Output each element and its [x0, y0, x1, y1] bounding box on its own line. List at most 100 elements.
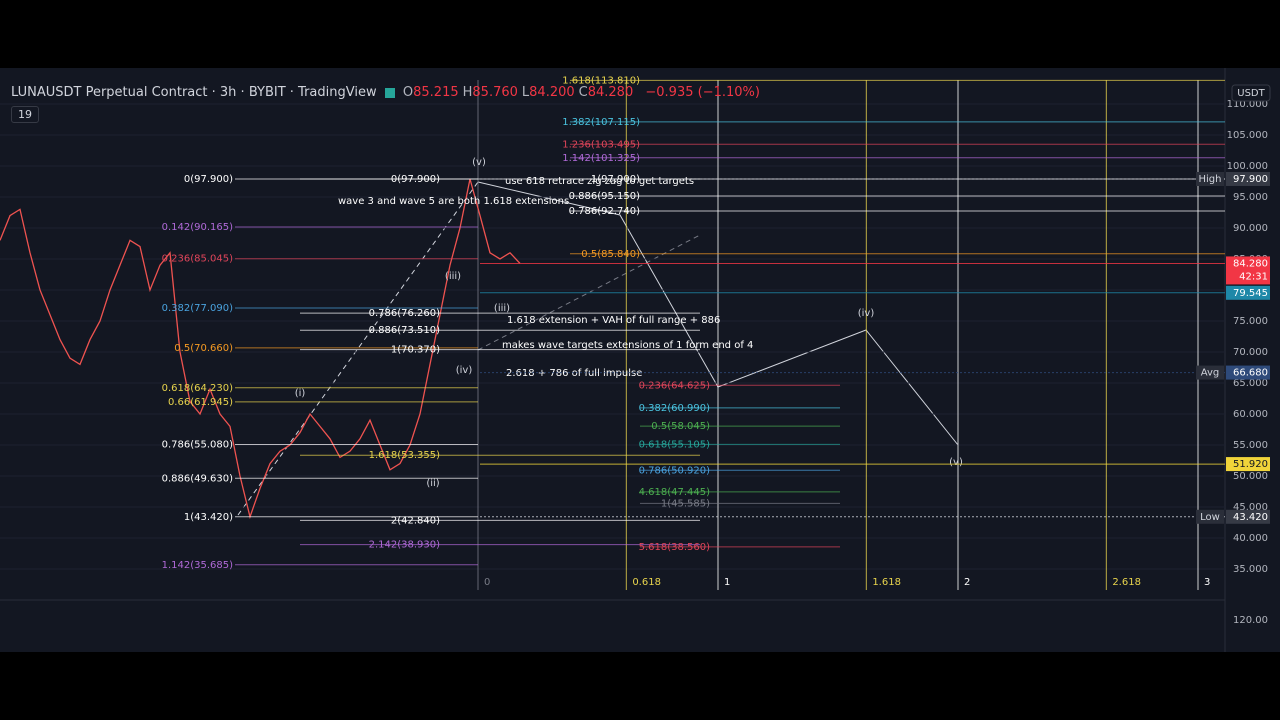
fib-label: 1(45.585): [661, 498, 710, 509]
symbol: LUNAUSDT Perpetual Contract · 3h · BYBIT…: [11, 85, 377, 100]
fib-label: 0.142(90.165): [162, 222, 234, 233]
annotation: wave 3 and wave 5 are both 1.618 extensi…: [338, 196, 569, 207]
y-tick-label: 60.000: [1233, 409, 1268, 420]
badge-bg: [1226, 365, 1270, 380]
time-fib-label: 0: [484, 577, 490, 588]
currency-button: [1231, 84, 1271, 102]
badge-bg: [1226, 285, 1270, 300]
currency: USDT: [1237, 88, 1265, 99]
annotation: 2.618 + 786 of full impulse: [506, 368, 642, 379]
fib-label: 1(70.370): [391, 345, 440, 356]
fib-label: 1.142(35.685): [162, 560, 234, 571]
annotation: 1.618 extension + VAH of full range + 88…: [507, 315, 720, 326]
ohlc-key: O: [402, 85, 414, 100]
trend-line: [237, 181, 479, 516]
annotation: makes wave targets extensions of 1 form …: [502, 340, 753, 351]
wave-label: (iii): [494, 303, 510, 314]
badge-name-bg: [1196, 365, 1224, 380]
header: LUNAUSDT Perpetual Contract · 3h · BYBIT…: [11, 85, 764, 100]
fib-label: 0.5(70.660): [174, 343, 233, 354]
time-fib-label: 2: [964, 577, 970, 588]
y-tick-label: 50.000: [1233, 471, 1268, 482]
ohlc-value: 85.215: [413, 85, 459, 100]
fib-label: 1.382(107.115): [562, 117, 640, 128]
status-icon: [384, 87, 395, 98]
fib-label: 4.618(47.445): [639, 487, 711, 498]
wave-label: (ii): [426, 478, 439, 489]
ohlc-value: 85.760: [472, 85, 518, 100]
badge-name: High: [1199, 174, 1222, 185]
time-fib-label: 1: [724, 577, 730, 588]
badge-bg: [1226, 509, 1270, 524]
fib-label: 0.886(49.630): [162, 473, 234, 484]
wave-label: (v): [472, 157, 486, 168]
badge-name-bg: [1196, 171, 1224, 186]
badge-name: Low: [1200, 512, 1220, 523]
fib-label: 0.886(95.150): [569, 191, 641, 202]
fib-label: 0.618(64.230): [162, 383, 234, 394]
y-tick-label: 90.000: [1233, 223, 1268, 234]
indicator-count[interactable]: 19: [11, 106, 39, 123]
badge-bg: [1226, 457, 1270, 472]
y-tick-label: 95.000: [1233, 192, 1268, 203]
badge-bg: [1226, 171, 1270, 186]
y-tick-label: 75.000: [1233, 316, 1268, 327]
y-tick-label: 100.000: [1227, 161, 1268, 172]
fib-label: 1.618(113.810): [562, 75, 640, 86]
ohlc-key: C: [578, 85, 588, 100]
fib-label: 0.786(92.740): [569, 206, 641, 217]
fib-label: 0.5(58.045): [651, 421, 710, 432]
annotation: use 618 retrace zig zag to get targets: [505, 176, 694, 187]
wave-label: (iii): [445, 271, 461, 282]
wave-label: (iv): [456, 365, 473, 376]
ohlc: O85.215 H85.760 L84.200 C84.280: [403, 85, 637, 100]
fib-label: 0.382(60.990): [639, 403, 711, 414]
badge-value: 66.680: [1233, 368, 1268, 379]
y-tick-label: 35.000: [1233, 564, 1268, 575]
badge-value: 51.920: [1233, 459, 1268, 470]
y-tick-label: 70.000: [1233, 347, 1268, 358]
fib-label: 0.618(55.105): [639, 439, 711, 450]
badge-value: 43.420: [1233, 512, 1268, 523]
countdown: 42:31: [1239, 271, 1268, 282]
fib-label: 0.786(50.920): [639, 465, 711, 476]
badge-value: 79.545: [1233, 288, 1268, 299]
fib-label: 1(97.900): [591, 174, 640, 185]
fib-label: 5.618(38.560): [639, 542, 711, 553]
fib-label: 0.786(76.260): [369, 308, 441, 319]
badge-name-bg: [1196, 509, 1224, 524]
y-tick-label: 65.000: [1233, 378, 1268, 389]
wave-label: (v): [949, 457, 963, 468]
fib-label: 1.618(53.355): [369, 450, 441, 461]
fib-label: 1.236(103.495): [562, 139, 640, 150]
fib-label: 0.382(77.090): [162, 303, 234, 314]
y-tick-label: 45.000: [1233, 502, 1268, 513]
fib-label: 2(42.840): [391, 515, 440, 526]
change: −0.935 (−1.10%): [645, 85, 760, 100]
fib-label: 2.142(38.930): [369, 540, 441, 551]
chart-background: [0, 68, 1280, 652]
fib-label: 1(43.420): [184, 512, 233, 523]
ohlc-key: L: [521, 85, 530, 100]
y-tick-label: 55.000: [1233, 440, 1268, 451]
time-fib-label: 3: [1204, 577, 1210, 588]
badge-name: Avg: [1201, 368, 1220, 379]
fib-label: 0.5(85.840): [581, 249, 640, 260]
fib-label: 0.786(55.080): [162, 439, 234, 450]
fib-label: 1.142(101.325): [562, 153, 640, 164]
badge-value: 97.900: [1233, 174, 1268, 185]
y-tick-label: 40.000: [1233, 533, 1268, 544]
fib-label: 0.886(73.510): [369, 325, 441, 336]
fib-label: 0.66(61.945): [168, 397, 233, 408]
fib-label: 0(97.900): [184, 174, 233, 185]
fib-label: 0(97.900): [391, 174, 440, 185]
ohlc-value: 84.200: [529, 85, 575, 100]
time-fib-label: 1.618: [872, 577, 901, 588]
y-tick-label: 110.000: [1227, 99, 1268, 110]
wave-label: (iv): [858, 308, 875, 319]
ohlc-key: H: [462, 85, 473, 100]
wave-label: (i): [295, 388, 306, 399]
time-fib-label: 2.618: [1112, 577, 1141, 588]
